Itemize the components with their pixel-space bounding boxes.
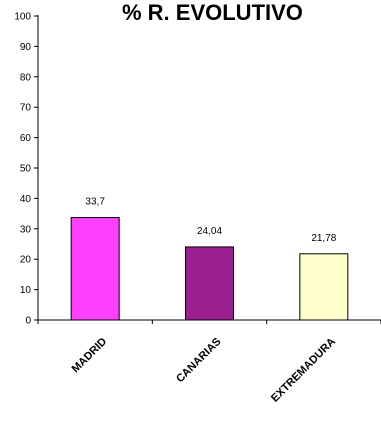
- y-axis-ticks: 0 10 20 30 40 50 60 70 80 90 100: [14, 12, 38, 327]
- y-tick-label: 20: [20, 255, 32, 266]
- category-label: EXTREMADURA: [269, 336, 338, 405]
- bar-madrid: [70, 217, 120, 321]
- data-labels: 33,7 24,04 21,78: [85, 197, 336, 244]
- x-axis-ticks: [37, 320, 381, 324]
- category-label: MADRID: [70, 336, 110, 376]
- category-label: CANARIAS: [174, 336, 224, 386]
- bar-extremadura: [299, 253, 349, 321]
- y-tick-label: 50: [20, 164, 32, 175]
- bars: [70, 217, 349, 321]
- bar-canarias: [185, 246, 234, 321]
- chart-title: % R. EVOLUTIVO: [122, 0, 303, 25]
- data-label: 21,78: [311, 233, 336, 244]
- data-label: 24,04: [197, 226, 222, 237]
- y-tick-label: 40: [20, 194, 32, 205]
- y-tick-label: 80: [20, 72, 32, 83]
- y-tick-label: 90: [20, 42, 32, 53]
- y-tick-label: 100: [14, 12, 31, 23]
- y-tick-label: 0: [25, 316, 31, 327]
- y-tick-label: 10: [20, 285, 32, 296]
- y-tick-label: 60: [20, 133, 32, 144]
- y-tick-label: 70: [20, 103, 32, 114]
- category-labels: MADRID CANARIAS EXTREMADURA: [70, 336, 338, 405]
- data-label: 33,7: [85, 197, 105, 208]
- y-tick-label: 30: [20, 224, 32, 235]
